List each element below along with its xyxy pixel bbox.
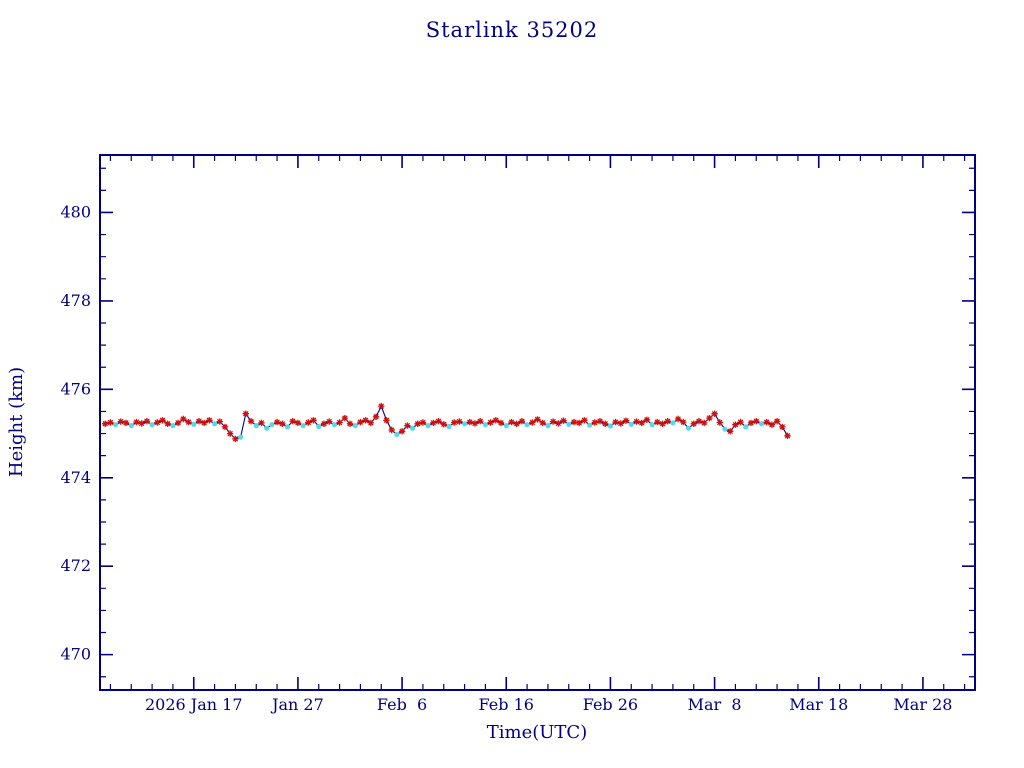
data-point-cyan bbox=[191, 421, 197, 427]
data-point-cyan bbox=[545, 423, 551, 429]
data-point-cyan bbox=[722, 426, 728, 432]
data-point-cyan bbox=[170, 423, 176, 429]
x-tick-label: Feb 26 bbox=[583, 695, 638, 714]
data-point-cyan bbox=[566, 421, 572, 427]
x-minor-ticks bbox=[109, 155, 966, 690]
data-points-red bbox=[102, 402, 791, 443]
x-tick-label: Feb 6 bbox=[377, 695, 427, 714]
data-point-cyan bbox=[394, 431, 400, 437]
data-point-cyan bbox=[212, 421, 218, 427]
y-tick-label: 474 bbox=[60, 468, 91, 487]
data-point-cyan bbox=[316, 423, 322, 430]
y-tick-label: 478 bbox=[60, 291, 91, 310]
data-point-cyan bbox=[238, 434, 244, 440]
data-point-cyan bbox=[149, 422, 155, 428]
y-tick-label: 480 bbox=[60, 202, 91, 221]
data-point-cyan bbox=[253, 423, 259, 429]
data-point-cyan bbox=[352, 423, 358, 429]
data-point-cyan bbox=[628, 421, 634, 427]
data-point-cyan bbox=[587, 422, 593, 428]
data-point-cyan bbox=[607, 423, 614, 429]
x-tick-label: Mar 18 bbox=[789, 695, 848, 714]
x-tick-label: Jan 27 bbox=[270, 695, 324, 714]
data-point-cyan bbox=[482, 422, 488, 428]
data-point-cyan bbox=[685, 425, 692, 431]
data-point-cyan bbox=[446, 423, 452, 430]
x-tick-label: Mar 28 bbox=[893, 695, 952, 714]
data-point-cyan bbox=[503, 423, 509, 429]
data-point-cyan bbox=[331, 422, 337, 428]
x-tick-label: Mar 8 bbox=[688, 695, 742, 714]
y-axis-label: Height (km) bbox=[6, 367, 27, 477]
data-point-cyan bbox=[425, 423, 431, 429]
x-tick-label: 2026 Jan 17 bbox=[145, 695, 243, 714]
y-tick-label: 476 bbox=[60, 379, 91, 398]
x-tick-label: Feb 16 bbox=[479, 695, 534, 714]
y-tick-label: 472 bbox=[60, 556, 91, 575]
plot-title: Starlink 35202 bbox=[426, 18, 599, 42]
data-point-cyan bbox=[462, 421, 468, 427]
data-point-cyan bbox=[758, 421, 765, 427]
data-point-cyan bbox=[264, 425, 270, 431]
data-point-cyan bbox=[743, 424, 749, 430]
y-minor-ticks bbox=[100, 167, 975, 678]
y-tick-label: 470 bbox=[60, 645, 91, 664]
data-point-cyan bbox=[128, 423, 134, 429]
data-point-cyan bbox=[300, 423, 306, 429]
data-point-cyan bbox=[269, 422, 275, 428]
data-point-cyan bbox=[409, 425, 416, 431]
x-axis-label: Time(UTC) bbox=[487, 722, 587, 743]
data-point-cyan bbox=[649, 422, 655, 428]
plot-frame bbox=[99, 154, 976, 691]
data-point-cyan bbox=[113, 422, 119, 428]
data-point-cyan bbox=[670, 420, 676, 426]
data-point-cyan bbox=[524, 422, 530, 428]
data-point-cyan bbox=[284, 424, 291, 430]
